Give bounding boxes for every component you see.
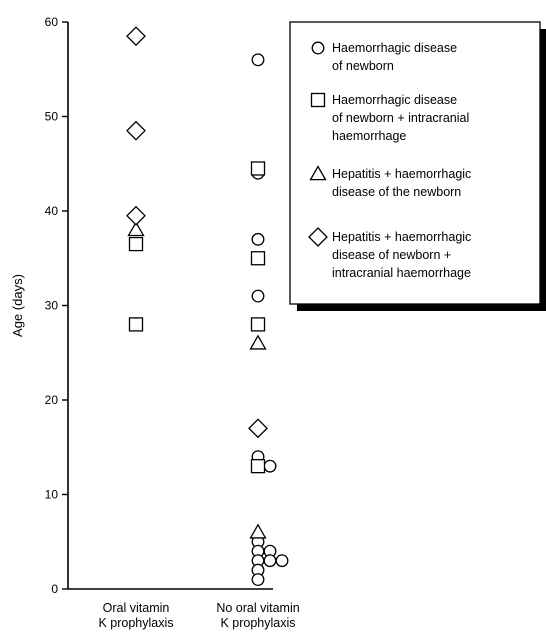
x-category-label: No oral vitamin [216,601,299,615]
legend-entry-label: of newborn + intracranial [332,111,469,125]
y-tick-label: 30 [45,299,59,313]
triangle-data-point [127,221,145,237]
legend-diamond-marker [308,227,328,247]
triangle-data-point [249,523,267,539]
x-category-label: K prophylaxis [220,616,295,630]
y-axis-title: Age (days) [10,274,25,337]
legend-entry-label: Haemorrhagic disease [332,41,457,55]
square-data-point [250,458,266,474]
square-data-point [128,317,144,332]
diamond-data-point [126,26,146,47]
triangle-data-point [249,334,267,350]
legend-entry-label: disease of the newborn [332,185,461,199]
circle-data-point [251,573,265,587]
diamond-data-point [248,418,268,439]
circle-data-point [251,232,265,246]
y-tick-label: 0 [51,582,58,596]
y-tick-label: 10 [45,488,59,502]
y-tick-label: 40 [45,204,59,218]
circle-data-point [263,554,277,568]
legend-entry-label: haemorrhage [332,129,406,143]
y-tick-label: 20 [45,393,59,407]
legend-triangle-marker [309,165,327,181]
legend-entry-label: Haemorrhagic disease [332,93,457,107]
legend-square-marker [310,92,326,108]
legend-box [289,21,541,305]
diamond-data-point [126,120,146,141]
legend-circle-marker [311,41,325,55]
circle-data-point [251,289,265,303]
circle-data-point [263,459,277,473]
circle-data-point [275,554,289,568]
square-data-point [250,161,266,176]
square-data-point [250,317,266,332]
circle-data-point [251,53,265,67]
data-points [126,26,289,587]
square-data-point [250,251,266,266]
legend-entry-label: of newborn [332,59,394,73]
x-category-label: K prophylaxis [98,616,173,630]
legend: Haemorrhagic disease of newborn Haemorrhag… [289,21,546,311]
y-tick-label: 60 [45,15,59,29]
square-data-point [128,236,144,252]
y-tick-label: 50 [45,110,59,124]
legend-entry-label: disease of newborn + [332,248,451,262]
x-category-label: Oral vitamin [103,601,170,615]
diamond-data-point [126,205,146,226]
legend-entry-label: Hepatitis + haemorrhagic [332,230,471,244]
legend-entry-label: Hepatitis + haemorrhagic [332,167,471,181]
legend-entry-label: intracranial haemorrhage [332,266,471,280]
